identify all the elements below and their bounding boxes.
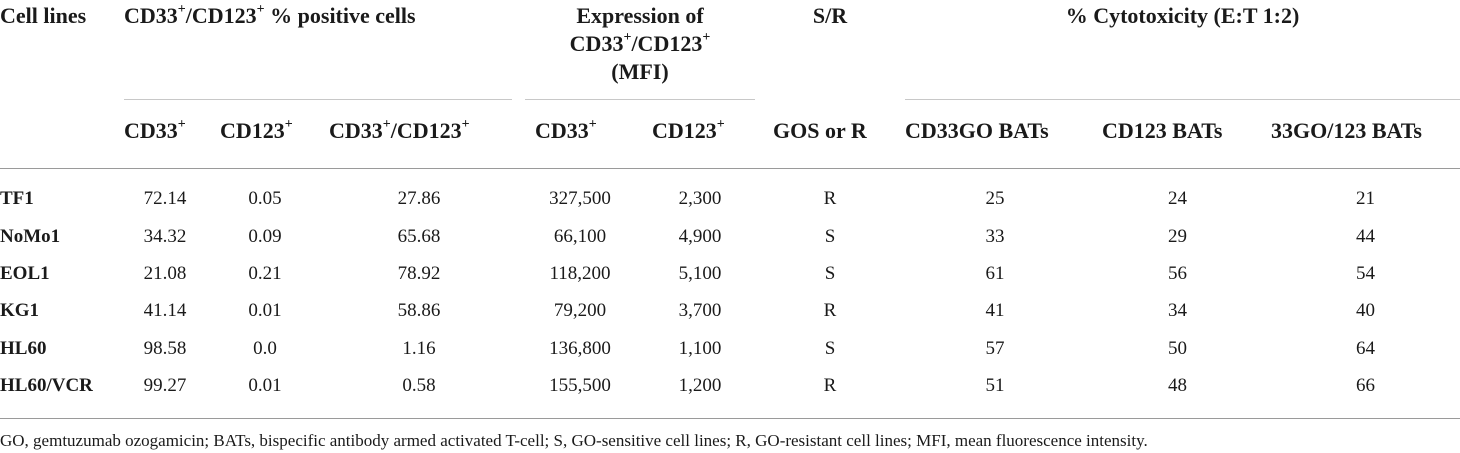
cell-mfi-cd33: 136,800 [549,338,611,359]
table-bottom-rule [0,418,1460,419]
row-label: NoMo1 [0,226,61,247]
header-bottom-rule [0,168,1460,169]
cell-cd123-bats: 48 [1168,375,1187,396]
cell-cd123: 0.05 [248,188,282,209]
header-cytotoxicity: % Cytotoxicity (E:T 1:2) [1065,3,1300,28]
cell-cd33go-bats: 57 [985,338,1005,359]
cell-sr: R [823,375,837,396]
cell-cd33go-bats: 25 [985,188,1005,209]
cell-mfi-cd123: 2,300 [678,188,722,209]
cell-mfi-cd123: 1,100 [678,338,722,359]
cell-combo-bats: 64 [1356,338,1375,359]
subheader-33go-123-bats: 33GO/123 BATs [1271,118,1422,143]
cell-cd123-bats: 24 [1168,188,1187,209]
cell-cd33-cd123: 78.92 [397,263,441,284]
cell-sr: S [824,226,836,247]
header-cell-lines: Cell lines [0,3,87,28]
cell-mfi-cd123: 4,900 [678,226,722,247]
cell-combo-bats: 66 [1356,375,1375,396]
cell-cd33: 21.08 [143,263,187,284]
group-rule-cytotoxicity [905,99,1460,100]
cell-mfi-cd123: 1,200 [678,375,722,396]
cell-cd123-bats: 34 [1168,300,1187,321]
cell-mfi-cd123: 5,100 [678,263,722,284]
cell-combo-bats: 54 [1356,263,1375,284]
cell-cd33go-bats: 33 [985,226,1005,247]
group-rule-positive [124,99,512,100]
cell-cd33-cd123: 65.68 [397,226,441,247]
cell-cd123: 0.0 [253,338,277,359]
cell-sr: R [823,300,837,321]
cell-mfi-cd33: 79,200 [553,300,607,321]
row-label: HL60 [0,338,47,359]
cell-cd33go-bats: 61 [985,263,1005,284]
cell-mfi-cd33: 327,500 [549,188,611,209]
cell-cd33: 98.58 [143,338,187,359]
row-label: HL60/VCR [0,375,93,396]
cell-cd33: 41.14 [143,300,187,321]
cell-mfi-cd33: 118,200 [549,263,611,284]
cell-cd123: 0.09 [248,226,282,247]
cell-cd33-cd123: 27.86 [397,188,441,209]
header-sr: S/R [812,3,848,28]
subheader-cd33-cd123: CD33+/CD123+ [329,116,470,143]
header-positive-cells: CD33+/CD123+ % positive cells [124,1,416,28]
subheader-mfi-cd123: CD123+ [652,116,725,143]
subheader-cd123-bats: CD123 BATs [1102,118,1223,143]
subheader-cd123: CD123+ [220,116,293,143]
cell-cd33-cd123: 0.58 [402,375,436,396]
cell-cd33-cd123: 1.16 [402,338,436,359]
cell-cd33go-bats: 41 [985,300,1005,321]
cell-mfi-cd33: 66,100 [553,226,607,247]
cell-cd33-cd123: 58.86 [397,300,441,321]
cell-combo-bats: 44 [1356,226,1375,247]
header-expression: Expression of CD33+/CD123+ (MFI) [569,3,711,84]
cell-sr: S [824,338,836,359]
cell-sr: S [824,263,836,284]
table-footnote: GO, gemtuzumab ozogamicin; BATs, bispeci… [0,431,1148,450]
cell-cd33: 34.32 [143,226,187,247]
subheader-cd33go-bats: CD33GO BATs [905,118,1049,143]
cell-cd123-bats: 29 [1168,226,1187,247]
subheader-cd33: CD33+ [124,116,186,143]
cell-cd33: 72.14 [143,188,187,209]
cell-cd123-bats: 56 [1168,263,1187,284]
cell-cd123: 0.01 [248,375,282,396]
cell-mfi-cd123: 3,700 [678,300,722,321]
cell-combo-bats: 40 [1356,300,1375,321]
cell-cd33go-bats: 51 [985,375,1005,396]
cell-combo-bats: 21 [1356,188,1375,209]
row-label: TF1 [0,188,34,209]
cell-mfi-cd33: 155,500 [549,375,611,396]
subheader-gos-or-r: GOS or R [773,118,867,143]
cell-cd123: 0.21 [248,263,282,284]
cell-sr: R [823,188,837,209]
row-label: KG1 [0,300,40,321]
row-label: EOL1 [0,263,50,284]
subheader-mfi-cd33: CD33+ [535,116,597,143]
cell-cd123: 0.01 [248,300,282,321]
cell-cd123-bats: 50 [1168,338,1187,359]
group-rule-expression [525,99,755,100]
cell-cd33: 99.27 [143,375,187,396]
